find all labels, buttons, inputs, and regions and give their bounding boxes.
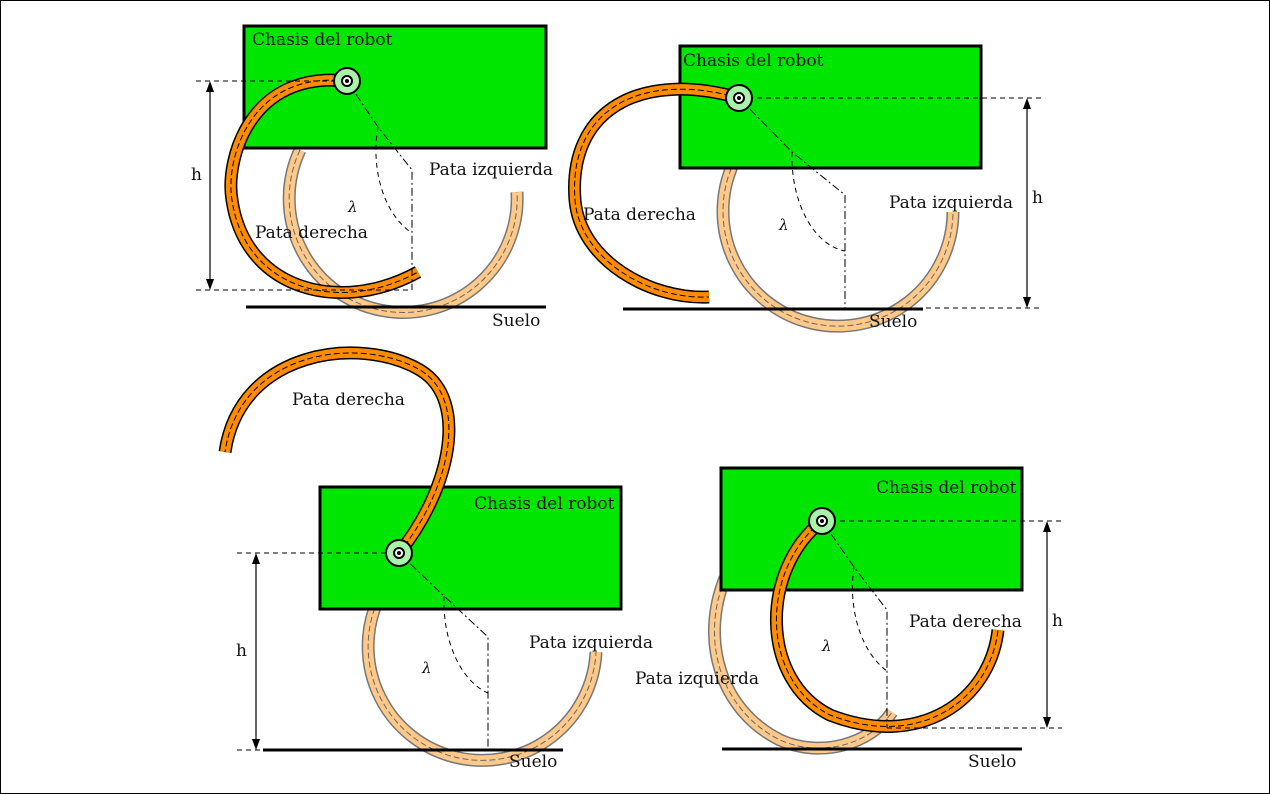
- angle-arc: [443, 595, 489, 694]
- panel-4: Chasis del robot Pata izquierda Pata der…: [635, 466, 1063, 772]
- chassis: [318, 485, 623, 611]
- right-leg-label: Pata derecha: [292, 390, 405, 410]
- angle-label: λ: [778, 216, 789, 234]
- chassis-label: Chasis del robot: [876, 478, 1017, 498]
- chassis-label: Chasis del robot: [474, 494, 615, 514]
- ground-label: Suelo: [492, 311, 540, 331]
- height-label: h: [1052, 611, 1063, 631]
- leg-axis-line: [346, 80, 413, 290]
- right-leg-label: Pata derecha: [909, 612, 1022, 632]
- left-leg: [361, 597, 603, 767]
- left-leg: [708, 575, 898, 755]
- ground-label: Suelo: [509, 752, 557, 772]
- left-leg-label: Pata izquierda: [635, 669, 759, 689]
- height-label: h: [191, 165, 202, 185]
- left-leg: [282, 147, 524, 319]
- hub: [725, 84, 753, 112]
- right-leg: [224, 73, 422, 299]
- chassis-label: Chasis del robot: [252, 30, 393, 50]
- hub: [808, 507, 836, 535]
- right-leg: [218, 346, 456, 558]
- angle-label: λ: [421, 659, 432, 677]
- right-leg: [568, 82, 741, 304]
- angle-arc: [375, 126, 413, 234]
- leg-axis-line: [398, 552, 489, 750]
- left-leg: [716, 157, 960, 333]
- panel-1: Chasis del robot Pata izquierda Pata der…: [191, 24, 553, 331]
- panel-3: Chasis del robot Pata izquierda Pata der…: [218, 346, 653, 772]
- height-label: h: [1032, 188, 1043, 208]
- right-leg-label: Pata derecha: [255, 223, 368, 243]
- chassis-label: Chasis del robot: [683, 51, 824, 71]
- angle-arc: [791, 151, 846, 252]
- left-leg-label: Pata izquierda: [529, 633, 653, 653]
- hub: [333, 67, 361, 95]
- right-leg: [769, 515, 1005, 733]
- left-leg-label: Pata izquierda: [429, 160, 553, 180]
- chassis: [719, 466, 1024, 592]
- height-label: h: [236, 641, 247, 661]
- right-leg-label: Pata derecha: [583, 205, 696, 225]
- angle-label: λ: [347, 198, 358, 216]
- angle-arc: [851, 566, 888, 672]
- angle-label: λ: [821, 637, 832, 655]
- hub: [385, 539, 413, 567]
- ground-label: Suelo: [869, 312, 917, 332]
- leg-axis-line: [738, 97, 846, 308]
- left-leg-label: Pata izquierda: [889, 193, 1013, 213]
- panel-2: Chasis del robot Pata izquierda Pata der…: [568, 44, 1043, 333]
- leg-axis-line: [821, 520, 888, 728]
- ground-label: Suelo: [968, 752, 1016, 772]
